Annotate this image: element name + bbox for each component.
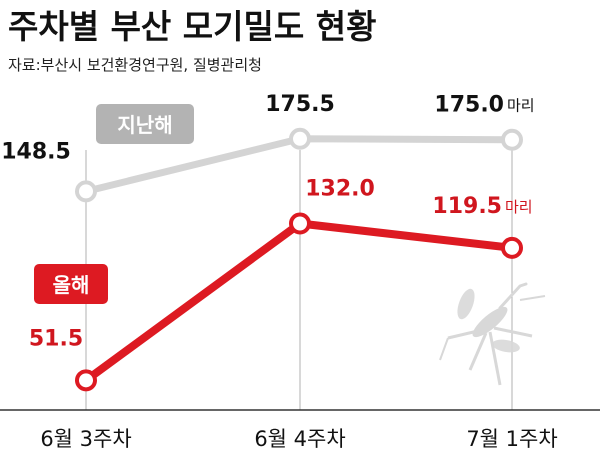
x-tick-label: 7월 1주차	[466, 427, 557, 451]
data-label: 148.5	[1, 139, 71, 164]
x-tick-label: 6월 4주차	[254, 427, 345, 451]
series-line	[82, 219, 516, 385]
x-axis: 6월 3주차 6월 4주차 7월 1주차	[0, 150, 600, 451]
unit-label: 마리	[507, 97, 535, 115]
data-label: 51.5	[29, 326, 83, 351]
x-tick-label: 6월 3주차	[40, 427, 131, 451]
legend-label: 지난해	[117, 113, 172, 137]
legend-label: 올해	[53, 273, 90, 297]
chart-subtitle: 자료:부산시 보건환경연구원, 질병관리청	[8, 56, 262, 74]
data-point	[501, 236, 523, 259]
legend-badge	[96, 104, 194, 144]
chart-title: 주차별 부산 모기밀도 현황	[8, 7, 376, 46]
data-point	[289, 127, 311, 150]
data-point	[75, 180, 97, 203]
data-point	[501, 128, 523, 151]
data-label: 132.0	[305, 177, 375, 202]
legend-badge	[34, 264, 108, 304]
unit-label: 마리	[505, 198, 533, 216]
data-point	[289, 212, 311, 235]
mosquito-icon	[439, 282, 546, 386]
data-point	[75, 369, 97, 392]
data-label: 119.5	[432, 194, 502, 219]
data-label: 175.5	[265, 92, 335, 117]
data-label: 175.0	[434, 93, 504, 118]
